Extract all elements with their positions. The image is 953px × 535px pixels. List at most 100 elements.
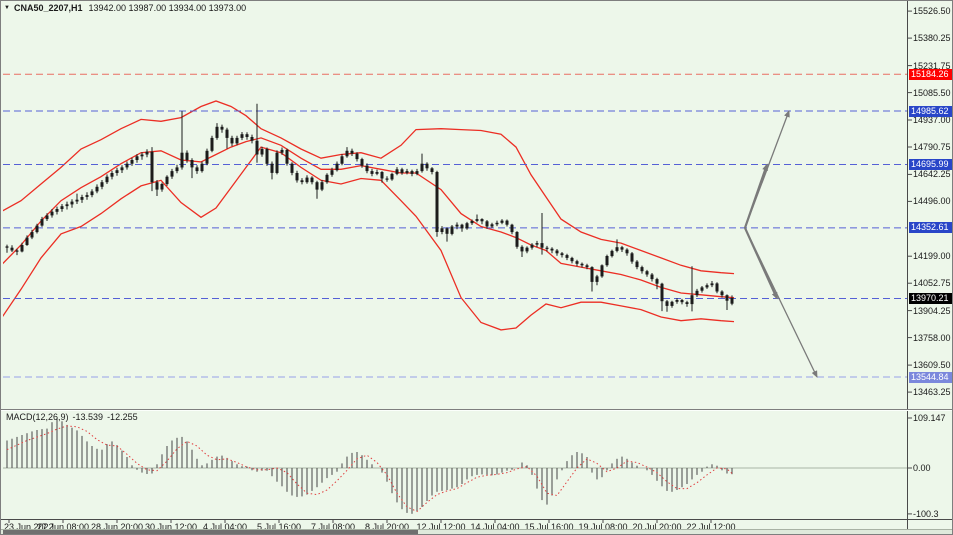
candle-body bbox=[85, 195, 89, 197]
horizontal-scrollbar-track[interactable] bbox=[1, 529, 952, 534]
candle-body bbox=[570, 257, 574, 262]
candle-body bbox=[705, 285, 709, 288]
candle-body bbox=[270, 163, 274, 173]
candle-body bbox=[535, 243, 539, 245]
trend-arrow[interactable] bbox=[744, 227, 818, 378]
y-axis-label: 15380.25 bbox=[913, 33, 951, 43]
candle-body bbox=[595, 276, 599, 282]
candle-body bbox=[75, 199, 79, 202]
candle-body bbox=[320, 182, 324, 190]
candle-body bbox=[5, 246, 9, 248]
price-level-lines[interactable] bbox=[3, 73, 907, 378]
candle-body bbox=[115, 170, 119, 173]
candle-body bbox=[460, 224, 464, 229]
time-axis-label: 22 Jul 12:00 bbox=[686, 522, 736, 532]
candle-body bbox=[30, 232, 34, 238]
time-axis-separator bbox=[1, 519, 952, 520]
pane-separator-highlight bbox=[1, 410, 952, 411]
candle-body bbox=[575, 261, 579, 264]
candle-body bbox=[260, 149, 264, 155]
candle-body bbox=[660, 283, 664, 302]
bollinger-lower-line bbox=[3, 146, 735, 331]
candle-body bbox=[200, 163, 204, 172]
candle-body bbox=[410, 171, 414, 174]
y-axis-label: 14937.00 bbox=[913, 115, 951, 125]
candle-body bbox=[130, 160, 134, 164]
candle-body bbox=[125, 163, 129, 168]
candle-body bbox=[545, 247, 549, 249]
candle-body bbox=[540, 243, 544, 248]
candle-body bbox=[265, 149, 269, 164]
candle-body bbox=[515, 232, 519, 247]
y-axis-label: 15085.50 bbox=[913, 88, 951, 98]
y-axis-label: 14642.25 bbox=[913, 169, 951, 179]
candle-body bbox=[180, 152, 184, 168]
candle-body bbox=[490, 224, 494, 227]
candle-body bbox=[15, 250, 19, 252]
projection-arrows[interactable] bbox=[743, 110, 818, 378]
candle-body bbox=[565, 255, 569, 258]
trend-arrow[interactable] bbox=[744, 110, 790, 229]
y-axis-label: 13609.50 bbox=[913, 360, 951, 370]
candle-body bbox=[160, 184, 164, 190]
candle-body bbox=[685, 302, 689, 304]
candle-body bbox=[450, 226, 454, 234]
candle-body bbox=[590, 267, 594, 282]
candle-body bbox=[525, 247, 529, 252]
candle-body bbox=[225, 129, 229, 138]
time-axis-label: 5 Jul 16:00 bbox=[256, 522, 302, 532]
candle-body bbox=[305, 177, 309, 183]
candle-body bbox=[215, 126, 219, 138]
candle-body bbox=[385, 178, 389, 180]
candle-body bbox=[60, 206, 64, 209]
macd-value: -13.539 bbox=[72, 412, 104, 422]
candle-body bbox=[195, 167, 199, 172]
candle-body bbox=[275, 152, 279, 173]
macd-label: MACD(12,26,9) bbox=[6, 412, 69, 422]
candle-body bbox=[425, 163, 429, 169]
candle-body bbox=[185, 152, 189, 161]
candle-body bbox=[715, 283, 719, 292]
candle-body bbox=[400, 169, 404, 173]
candle-body bbox=[440, 228, 444, 232]
candle-body bbox=[505, 220, 509, 225]
price-level-badge: 14985.62 bbox=[909, 106, 952, 117]
candle-body bbox=[290, 163, 294, 173]
candle-body bbox=[80, 197, 84, 200]
candle-body bbox=[640, 267, 644, 272]
pane-separator[interactable] bbox=[1, 409, 952, 410]
candle-body bbox=[95, 186, 99, 192]
candle-body bbox=[690, 295, 694, 305]
candle-body bbox=[730, 298, 734, 304]
y-axis-label: 14199.00 bbox=[913, 251, 951, 261]
candle-body bbox=[90, 191, 94, 196]
candle-body bbox=[380, 172, 384, 179]
candle-body bbox=[355, 153, 359, 160]
candle-body bbox=[605, 256, 609, 266]
price-level-badge: 13544.84 bbox=[909, 372, 952, 383]
candle-body bbox=[165, 176, 169, 185]
candle-body bbox=[70, 201, 74, 205]
candle-body bbox=[245, 134, 249, 137]
chart-menu-icon[interactable]: ▼ bbox=[4, 5, 10, 11]
candle-body bbox=[480, 219, 484, 222]
candle-body bbox=[600, 265, 604, 277]
candle-body bbox=[500, 220, 504, 223]
candle-body bbox=[100, 182, 104, 187]
candle-body bbox=[495, 222, 499, 225]
candle-body bbox=[295, 173, 299, 181]
time-axis-label: 20 Jul 20:00 bbox=[632, 522, 682, 532]
candle-body bbox=[670, 301, 674, 306]
candle-body bbox=[635, 261, 639, 268]
time-axis-label: 4 Jul 04:00 bbox=[202, 522, 248, 532]
candle-body bbox=[255, 140, 259, 155]
horizontal-scrollbar-thumb[interactable] bbox=[3, 530, 418, 534]
candle-body bbox=[700, 287, 704, 291]
candle-body bbox=[335, 163, 339, 171]
price-level-badge: 14352.61 bbox=[909, 222, 952, 233]
macd-title: MACD(12,26,9) -13.539 -12.255 bbox=[6, 412, 142, 422]
macd-signal-value: -12.255 bbox=[107, 412, 138, 422]
macd-axis-label: 109.147 bbox=[913, 413, 946, 423]
candle-body bbox=[420, 163, 424, 172]
